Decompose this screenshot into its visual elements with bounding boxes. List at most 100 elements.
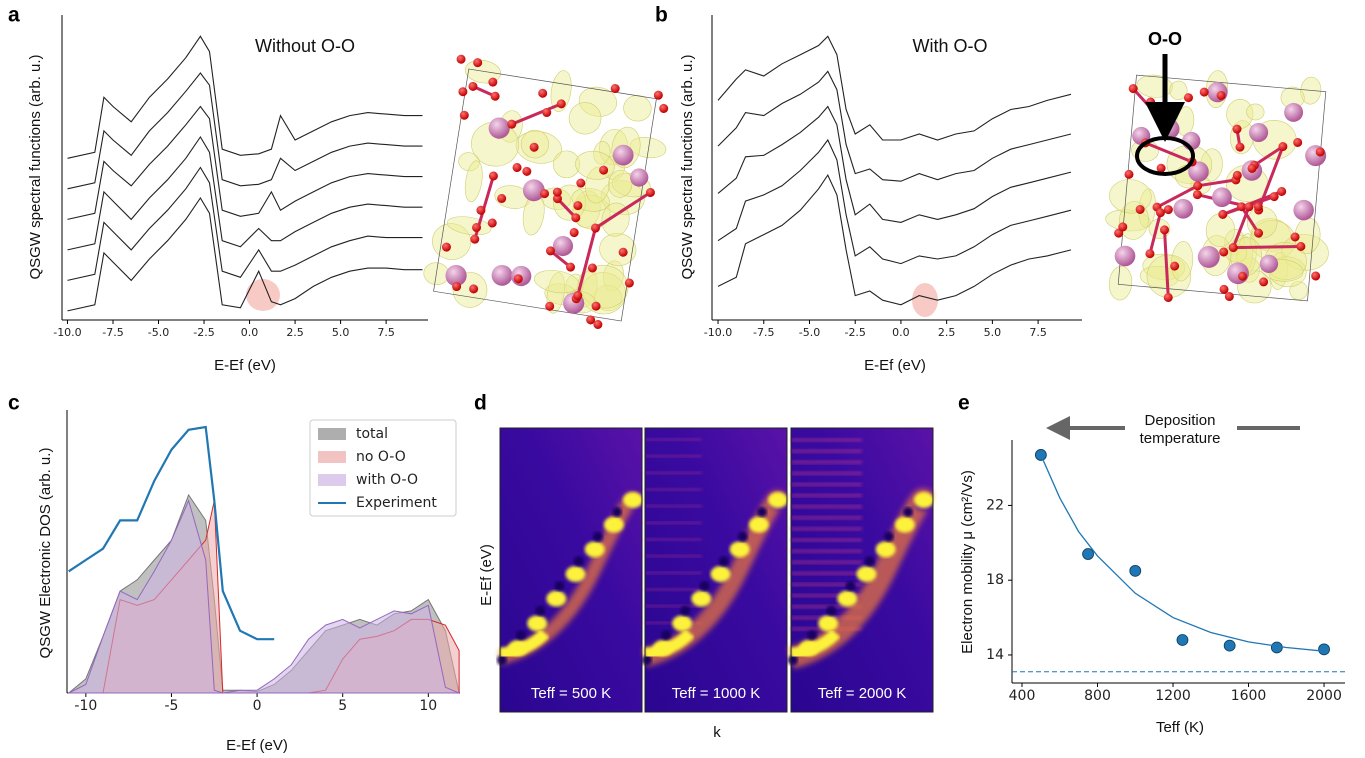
x-axis-label: E-Ef (eV) xyxy=(226,737,288,754)
structure xyxy=(1105,70,1329,304)
atom-small xyxy=(1238,271,1248,281)
y-axis-label: QSGW Electronic DOS (arb. u.) xyxy=(37,448,54,659)
bond xyxy=(1240,205,1260,234)
fit-line xyxy=(1040,454,1325,652)
heatmap-dark xyxy=(680,605,691,616)
x-tick-label: 800 xyxy=(1084,688,1111,704)
x-tick-label: 1600 xyxy=(1231,688,1267,704)
heatmap-band xyxy=(790,628,841,660)
heatmap-label: Teff = 500 K xyxy=(531,685,611,702)
heatmap-streak xyxy=(791,504,862,509)
x-tick-label: 5.0 xyxy=(984,326,1002,339)
atom-small xyxy=(659,103,669,113)
spectrum-line xyxy=(717,35,1072,141)
heatmap-spot xyxy=(837,590,858,607)
spectrum-line xyxy=(717,105,1072,223)
atom-small xyxy=(599,165,609,175)
x-tick-label: -7.5 xyxy=(102,326,123,339)
heatmap-dark xyxy=(699,581,710,591)
atom-small xyxy=(1135,204,1145,214)
atom-small xyxy=(488,171,498,181)
atom-large xyxy=(522,179,545,202)
heatmap-streak xyxy=(645,488,702,491)
x-axis-label: k xyxy=(713,724,721,741)
spectrum-line xyxy=(67,135,423,251)
x-tick-label: 0 xyxy=(253,698,262,714)
isosurface xyxy=(464,59,502,84)
heatmap-label: Teff = 2000 K xyxy=(818,685,907,702)
atom-small xyxy=(452,282,462,292)
isosurface xyxy=(1136,74,1173,98)
panel-label: c xyxy=(8,392,20,415)
data-point xyxy=(1270,641,1283,654)
atom-small xyxy=(653,90,663,100)
heatmap-dark xyxy=(883,531,894,542)
y-axis-label: Electron mobility μ (cm²/Vs) xyxy=(959,470,976,654)
atom-small xyxy=(1163,293,1173,303)
atom-large xyxy=(1197,245,1220,268)
heatmap-band xyxy=(499,628,550,660)
annotation: With O-O xyxy=(913,36,988,56)
atom-small xyxy=(591,301,601,311)
heatmap-spot xyxy=(894,516,915,533)
bond xyxy=(511,102,562,126)
heatmap-label: Teff = 1000 K xyxy=(672,685,761,702)
heatmap-streak xyxy=(791,471,862,476)
atom-small xyxy=(522,166,532,176)
heatmap-streak xyxy=(791,593,862,598)
spectrum-line xyxy=(67,35,423,159)
atom-small xyxy=(1278,142,1288,152)
y-tick-label: 22 xyxy=(986,497,1004,513)
heatmap-streak xyxy=(791,449,862,454)
bond xyxy=(1197,178,1237,188)
heatmap-streak xyxy=(645,588,702,591)
annotation: Without O-O xyxy=(255,36,355,56)
heatmap-streak xyxy=(645,504,702,508)
atom-small xyxy=(456,54,466,64)
atom-small xyxy=(1232,124,1242,134)
legend-swatch xyxy=(318,474,346,486)
bond xyxy=(1156,184,1199,209)
heatmap-spot xyxy=(672,615,693,632)
heatmap-spot xyxy=(818,615,839,632)
x-tick-label: 2.5 xyxy=(286,326,304,339)
atom-small xyxy=(441,242,451,252)
heatmap-dark xyxy=(516,630,527,641)
atom-small xyxy=(1124,169,1134,179)
atom-small xyxy=(573,291,583,301)
heatmap-streak xyxy=(645,438,702,441)
isosurface xyxy=(599,233,637,266)
x-tick-label: -2.5 xyxy=(193,326,214,339)
x-tick-label: -10.0 xyxy=(704,326,732,339)
atom-small xyxy=(571,213,581,223)
heatmap-panel: Teff = 2000 K xyxy=(787,427,935,713)
isosurface xyxy=(593,284,623,312)
atom-small xyxy=(645,187,655,197)
atom-small xyxy=(1199,87,1209,97)
atom-small xyxy=(1290,232,1300,242)
atom-small xyxy=(1293,137,1303,147)
atom-small xyxy=(545,301,555,311)
atom-small xyxy=(469,284,479,294)
x-tick-label: 5.0 xyxy=(332,326,350,339)
x-tick-label: 7.5 xyxy=(377,326,395,339)
atom-small xyxy=(1128,84,1138,94)
atom-small xyxy=(470,234,480,244)
heatmap-dark xyxy=(718,556,729,567)
atom-small xyxy=(540,189,550,199)
atom-small xyxy=(1232,170,1242,180)
atom-small xyxy=(1193,181,1203,191)
atom-small xyxy=(1315,147,1325,157)
atom-small xyxy=(624,278,634,288)
heatmap-streak xyxy=(791,493,862,498)
isosurface xyxy=(1171,241,1194,282)
heatmap-dark xyxy=(845,581,856,591)
heatmap-dark xyxy=(757,507,767,517)
legend-label: with O-O xyxy=(356,472,418,488)
atom-small xyxy=(1236,202,1246,212)
spectrum-line xyxy=(67,72,423,190)
atom-large xyxy=(1114,245,1136,267)
atom-small xyxy=(587,263,597,273)
atom-small xyxy=(1192,190,1202,200)
